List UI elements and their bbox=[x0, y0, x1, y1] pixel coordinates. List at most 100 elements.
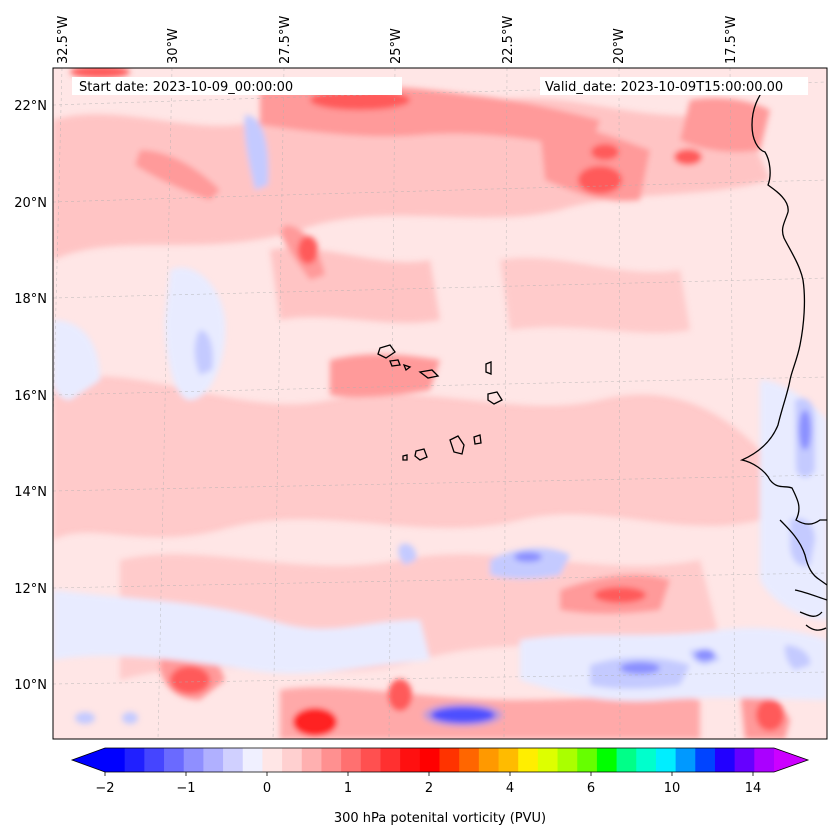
longitude-labels: 32.5°W 30°W 27.5°W 25°W 22.5°W 20°W 17.5… bbox=[56, 16, 739, 64]
colorbar-cell bbox=[223, 748, 244, 772]
africa-coast bbox=[794, 589, 827, 601]
colorbar-cell bbox=[360, 748, 382, 772]
island bbox=[389, 359, 401, 367]
pv-max bbox=[70, 68, 130, 78]
pv-region-neg-mid bbox=[244, 115, 269, 190]
pv-min bbox=[122, 712, 138, 724]
lat-label: 22°N bbox=[14, 99, 47, 114]
lon-label: 20°W bbox=[612, 28, 627, 64]
colorbar-cell bbox=[301, 748, 323, 772]
pv-min bbox=[514, 552, 542, 562]
pv-min bbox=[423, 703, 503, 727]
pv-region-mid bbox=[135, 150, 220, 200]
colorbar-cell bbox=[636, 748, 657, 772]
lon-label: 27.5°W bbox=[278, 16, 293, 64]
colorbar-cell bbox=[242, 748, 264, 772]
pv-max bbox=[293, 708, 337, 736]
colorbar-extend-high bbox=[774, 748, 808, 772]
pv-max bbox=[591, 144, 619, 160]
colorbar-tick-label: 10 bbox=[664, 781, 681, 796]
island bbox=[473, 434, 482, 445]
colorbar-cell bbox=[734, 748, 755, 772]
colorbar-cell bbox=[675, 748, 696, 772]
map-frame bbox=[52, 67, 828, 740]
pv-min bbox=[695, 649, 715, 661]
colorbar-cell bbox=[518, 748, 539, 772]
pv-region-mid bbox=[540, 127, 650, 201]
lat-label: 10°N bbox=[14, 678, 47, 693]
colorbar-cell bbox=[754, 748, 775, 772]
pv-region-neg-mid bbox=[194, 330, 213, 375]
map-panel: Start date: 2023-10-09_00:00:00 Valid_da… bbox=[53, 68, 827, 739]
colorbar-tick-label: 14 bbox=[745, 781, 762, 796]
lat-label: 12°N bbox=[14, 582, 47, 597]
pv-min bbox=[620, 662, 660, 674]
colorbar-tick-label: −2 bbox=[95, 781, 114, 796]
island bbox=[402, 363, 412, 372]
pv-region-neg-mid bbox=[490, 548, 570, 579]
valid-date-box bbox=[540, 77, 808, 95]
africa-coast bbox=[799, 611, 823, 617]
colorbar-cell bbox=[341, 748, 362, 772]
lat-label: 20°N bbox=[14, 196, 47, 211]
pv-region-neg-light bbox=[53, 320, 100, 400]
start-date-box bbox=[72, 77, 402, 95]
colorbar-cell bbox=[282, 748, 303, 772]
colorbar-cell bbox=[380, 748, 401, 772]
colorbar-cell bbox=[714, 748, 736, 772]
colorbar-extend-low bbox=[72, 748, 105, 772]
island bbox=[402, 454, 408, 461]
pv-min bbox=[75, 712, 95, 724]
colorbar-cell bbox=[203, 748, 224, 772]
colorbar-tick-label: 4 bbox=[506, 781, 514, 796]
pv-max bbox=[388, 679, 412, 711]
colorbar-cell bbox=[262, 748, 283, 772]
lon-label: 32.5°W bbox=[56, 16, 71, 64]
africa-coast bbox=[779, 519, 827, 586]
colorbar-cell bbox=[577, 748, 598, 772]
pv-region-mid bbox=[680, 98, 770, 152]
colorbar-tick-label: 2 bbox=[425, 781, 433, 796]
coastline bbox=[377, 81, 827, 631]
lon-label: 17.5°W bbox=[724, 16, 739, 64]
colorbar-tick-label: 0 bbox=[263, 781, 271, 796]
colorbar-cell bbox=[478, 748, 500, 772]
pv-max bbox=[756, 699, 784, 731]
island bbox=[449, 435, 465, 455]
lat-label: 18°N bbox=[14, 292, 47, 307]
colorbar-cell bbox=[616, 748, 637, 772]
colorbar-label: 300 hPa potenital vorticity (PVU) bbox=[334, 811, 546, 826]
colorbar-cell bbox=[557, 748, 578, 772]
island bbox=[485, 361, 492, 375]
island bbox=[487, 391, 503, 405]
colorbar-cells bbox=[105, 748, 775, 772]
lat-label: 14°N bbox=[14, 485, 47, 500]
colorbar-ticks bbox=[104, 772, 754, 776]
pv-region-neg-mid bbox=[790, 518, 815, 567]
colorbar-cell bbox=[498, 748, 519, 772]
pv-max bbox=[298, 236, 318, 264]
pv-max bbox=[170, 666, 210, 694]
graticule bbox=[53, 68, 827, 739]
colorbar-tick-label: 1 bbox=[344, 781, 352, 796]
lat-label: 16°N bbox=[14, 389, 47, 404]
pv-min bbox=[799, 410, 811, 450]
colorbar-cell bbox=[439, 748, 460, 772]
lon-label: 25°W bbox=[389, 28, 404, 64]
pv-region-mid bbox=[330, 354, 440, 398]
africa-coast bbox=[805, 624, 827, 631]
island bbox=[414, 448, 428, 461]
pv-max bbox=[674, 149, 702, 165]
colorbar-tick-label: −1 bbox=[176, 781, 195, 796]
lon-label: 30°W bbox=[166, 28, 181, 64]
colorbar-cell bbox=[105, 748, 126, 772]
colorbar-cell bbox=[537, 748, 559, 772]
colorbar-cell bbox=[655, 748, 677, 772]
colorbar-cell bbox=[400, 748, 421, 772]
colorbar-cell bbox=[321, 748, 342, 772]
pv-region-neg-mid bbox=[398, 543, 417, 565]
start-date: Start date: 2023-10-09_00:00:00 bbox=[79, 80, 293, 95]
colorbar-cell bbox=[144, 748, 165, 772]
colorbar-cell bbox=[164, 748, 185, 772]
